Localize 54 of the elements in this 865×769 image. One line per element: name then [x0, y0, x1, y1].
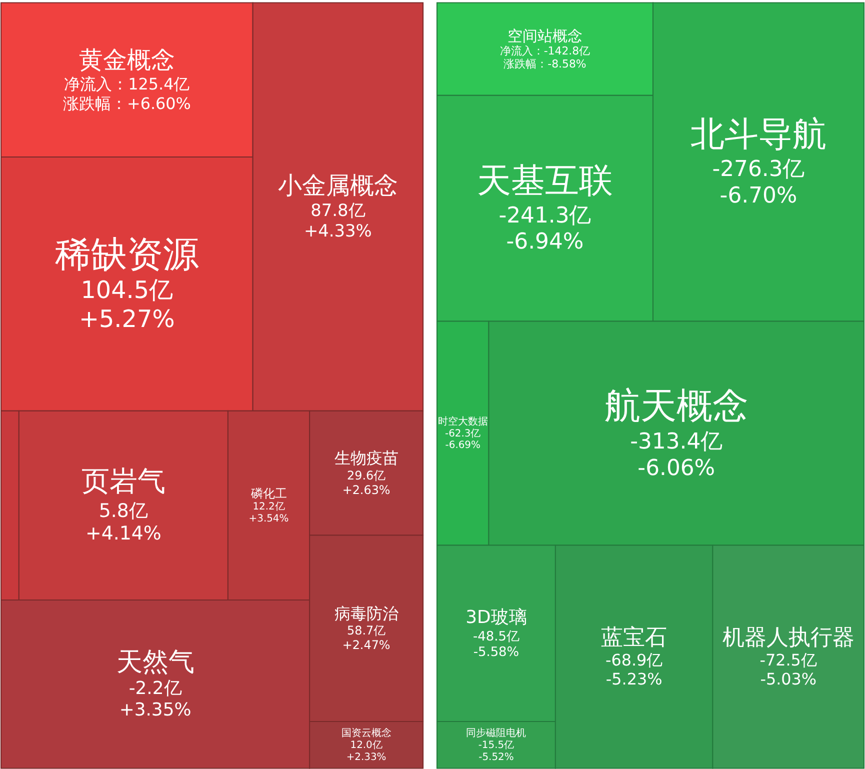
category-label: 国资云概念 [341, 726, 392, 739]
data-label: 12.0亿 [350, 740, 382, 751]
data-label: 12.2亿 [252, 502, 285, 513]
data-label: +4.14% [85, 522, 162, 544]
data-label: 涨跌幅：+6.60% [62, 94, 191, 113]
data-label: -68.9亿 [605, 650, 663, 670]
category-label: 北斗导航 [690, 114, 826, 154]
data-label: -276.3亿 [712, 157, 805, 182]
category-label: 黄金概念 [78, 46, 175, 74]
category-label: 空间站概念 [507, 26, 582, 45]
data-label: -62.3亿 [445, 428, 481, 440]
data-label: -241.3亿 [498, 203, 592, 228]
data-label: +2.47% [342, 638, 390, 652]
data-label: +3.35% [119, 699, 192, 720]
data-label: -313.4亿 [630, 430, 723, 455]
category-label: 3D玻璃 [466, 606, 527, 628]
data-label: -72.5亿 [760, 650, 817, 670]
data-label: +4.33% [304, 220, 372, 240]
category-label: 页岩气 [81, 464, 166, 498]
category-label: 时空大数据 [438, 415, 488, 428]
data-label: 87.8亿 [310, 200, 366, 220]
category-label: 天基互联 [476, 160, 613, 200]
data-label: 104.5亿 [80, 276, 174, 304]
data-label: -6.69% [445, 440, 480, 452]
category-label: 稀缺资源 [54, 234, 199, 276]
data-label: 净流入：125.4亿 [64, 74, 190, 94]
data-label: -5.03% [760, 669, 816, 688]
data-label: -5.58% [473, 644, 520, 660]
category-label: 天然气 [116, 648, 194, 678]
data-label: 涨跌幅：-8.58% [504, 58, 586, 71]
data-label: 5.8亿 [98, 500, 148, 522]
data-label: +2.63% [342, 482, 390, 497]
data-label: -6.94% [506, 230, 584, 255]
data-label: 净流入：-142.8亿 [500, 44, 590, 58]
data-label: -2.2亿 [128, 678, 182, 699]
data-label: -6.70% [720, 183, 798, 208]
data-label: +2.33% [346, 752, 386, 763]
data-label: 58.7亿 [347, 624, 386, 638]
category-label: 病毒防治 [334, 604, 398, 624]
category-label: 同步磁阻电机 [466, 726, 526, 739]
data-label: +3.54% [248, 514, 289, 525]
category-label: 蓝宝石 [601, 626, 668, 651]
category-label: 小金属概念 [278, 171, 398, 200]
category-label: 机器人执行器 [722, 626, 854, 651]
data-label: -6.06% [638, 456, 716, 481]
data-label: -15.5亿 [478, 740, 514, 751]
category-label: 磷化工 [250, 486, 287, 500]
data-label: 29.6亿 [347, 468, 386, 482]
category-label: 生物疫苗 [334, 448, 398, 468]
data-label: -5.23% [606, 669, 662, 688]
data-label: -5.52% [478, 752, 514, 763]
data-label: +5.27% [78, 304, 175, 333]
category-label: 航天概念 [604, 386, 748, 427]
data-label: -48.5亿 [472, 629, 520, 644]
